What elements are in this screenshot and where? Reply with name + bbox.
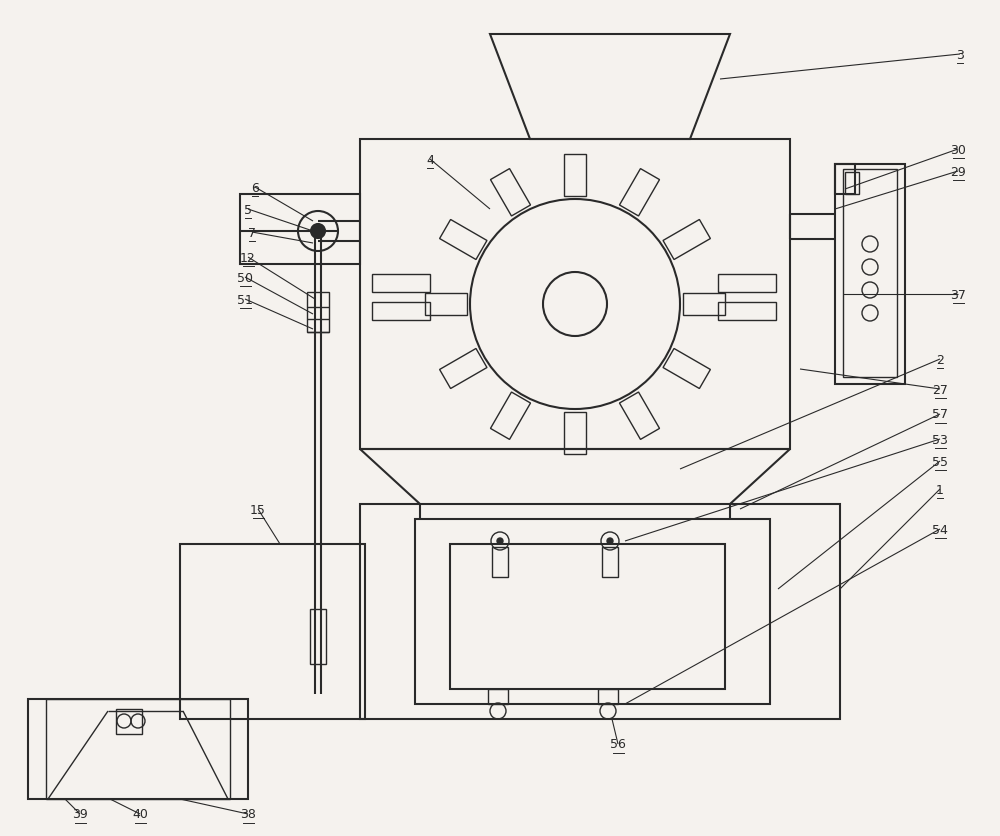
Bar [360, 504, 840, 719]
Bar [450, 544, 725, 689]
Bar [180, 544, 365, 719]
Text: 7: 7 [248, 227, 256, 239]
Text: 27: 27 [932, 383, 948, 396]
Bar [602, 548, 618, 578]
Circle shape [311, 225, 325, 239]
Bar [116, 709, 142, 734]
Text: 15: 15 [250, 503, 266, 516]
Text: 40: 40 [132, 808, 148, 820]
Text: 53: 53 [932, 433, 948, 446]
Text: 1: 1 [936, 483, 944, 496]
Text: 4: 4 [426, 153, 434, 166]
Bar [718, 275, 776, 293]
Text: 51: 51 [237, 293, 253, 306]
Text: 6: 6 [251, 181, 259, 194]
Bar [240, 195, 360, 265]
Text: 2: 2 [936, 353, 944, 366]
Text: 54: 54 [932, 522, 948, 536]
Bar [835, 165, 905, 385]
Text: 12: 12 [240, 251, 256, 264]
Bar [307, 293, 329, 333]
Bar [415, 519, 770, 704]
Text: 57: 57 [932, 408, 948, 421]
Circle shape [497, 538, 503, 544]
Text: 30: 30 [950, 143, 966, 156]
Bar [360, 140, 790, 450]
Bar [492, 548, 508, 578]
Text: 29: 29 [950, 166, 966, 178]
Text: 3: 3 [956, 48, 964, 61]
Bar [46, 699, 230, 799]
Text: 55: 55 [932, 455, 948, 468]
Bar [372, 303, 430, 321]
Text: 39: 39 [72, 808, 88, 820]
Bar [488, 689, 508, 704]
Text: 56: 56 [610, 737, 626, 751]
Text: 38: 38 [240, 808, 256, 820]
Bar [372, 275, 430, 293]
Bar [310, 609, 326, 665]
Bar [835, 165, 855, 195]
Bar [598, 689, 618, 704]
Bar [845, 173, 859, 195]
Text: 37: 37 [950, 288, 966, 301]
Text: 50: 50 [237, 271, 253, 284]
Text: 5: 5 [244, 203, 252, 217]
Bar [843, 170, 897, 378]
Bar [28, 699, 248, 799]
Circle shape [607, 538, 613, 544]
Bar [718, 303, 776, 321]
